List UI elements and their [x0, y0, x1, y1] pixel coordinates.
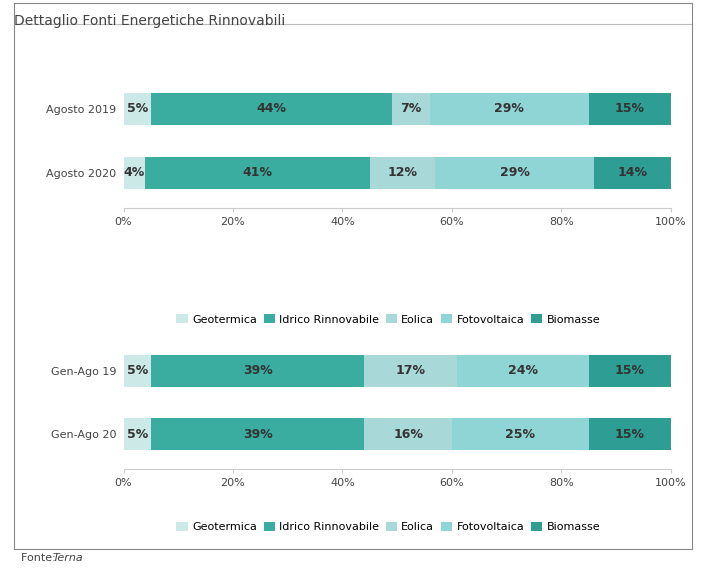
Text: 39%: 39%: [243, 364, 273, 377]
Bar: [436, 156, 594, 188]
Text: Dettaglio Fonti Energetiche Rinnovabili: Dettaglio Fonti Energetiche Rinnovabili: [14, 14, 285, 28]
Text: 16%: 16%: [393, 428, 423, 441]
Text: 5%: 5%: [126, 364, 148, 377]
Text: 44%: 44%: [256, 102, 286, 116]
Text: Terna: Terna: [53, 553, 84, 563]
Text: 14%: 14%: [618, 166, 647, 179]
Bar: [151, 93, 392, 125]
Text: 29%: 29%: [500, 166, 530, 179]
Text: 5%: 5%: [126, 428, 148, 441]
Text: 41%: 41%: [243, 166, 273, 179]
Bar: [589, 93, 671, 125]
Text: 4%: 4%: [124, 166, 145, 179]
Bar: [145, 156, 370, 188]
Text: 39%: 39%: [243, 428, 273, 441]
Bar: [594, 156, 671, 188]
Bar: [124, 156, 145, 188]
Bar: [589, 418, 671, 450]
Legend: Geotermica, Idrico Rinnovabile, Eolica, Fotovoltaica, Biomasse: Geotermica, Idrico Rinnovabile, Eolica, …: [172, 310, 604, 329]
Bar: [370, 156, 436, 188]
Bar: [589, 355, 671, 387]
Bar: [151, 418, 364, 450]
Text: 15%: 15%: [615, 102, 645, 116]
Bar: [124, 418, 151, 450]
Bar: [452, 418, 589, 450]
Text: 24%: 24%: [508, 364, 538, 377]
Bar: [364, 418, 452, 450]
Text: 7%: 7%: [400, 102, 421, 116]
Bar: [364, 355, 457, 387]
Text: 17%: 17%: [396, 364, 426, 377]
Bar: [124, 93, 151, 125]
Bar: [392, 93, 430, 125]
Text: 15%: 15%: [615, 428, 645, 441]
Legend: Geotermica, Idrico Rinnovabile, Eolica, Fotovoltaica, Biomasse: Geotermica, Idrico Rinnovabile, Eolica, …: [172, 518, 604, 537]
Bar: [124, 355, 151, 387]
Text: 12%: 12%: [388, 166, 417, 179]
Text: Fonte:: Fonte:: [21, 553, 59, 563]
Bar: [430, 93, 589, 125]
Bar: [457, 355, 589, 387]
Text: 25%: 25%: [505, 428, 535, 441]
Text: 29%: 29%: [494, 102, 525, 116]
Text: 5%: 5%: [126, 102, 148, 116]
Text: 15%: 15%: [615, 364, 645, 377]
Bar: [151, 355, 364, 387]
